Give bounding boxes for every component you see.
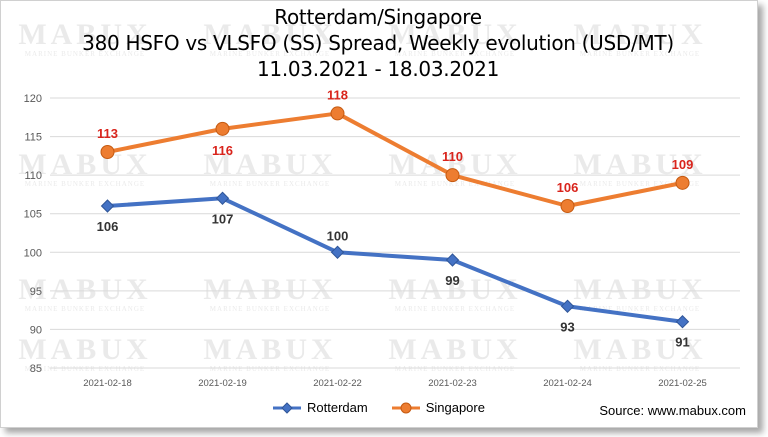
line-chart: 85 90 95 100 105 110 115 120 2021-02-18 2021-02-1… — [24, 87, 740, 389]
chart-title-block: Rotterdam/Singapore 380 HSFO vs VLSFO (S… — [0, 4, 756, 82]
data-point-singapore — [215, 121, 230, 136]
data-point-rotterdam — [560, 299, 575, 313]
data-label-rotterdam: 107 — [212, 211, 234, 226]
chart-title-line3: 11.03.2021 - 18.03.2021 — [256, 57, 500, 81]
chart-title-line2: 380 HSFO vs VLSFO (SS) Spread, Weekly ev… — [82, 31, 674, 55]
data-label-rotterdam: 99 — [445, 273, 459, 288]
data-point-rotterdam — [675, 315, 690, 329]
x-tick-label: 2021-02-19 — [198, 378, 247, 389]
legend-label-singapore: Singapore — [425, 400, 485, 415]
y-tick-label: 105 — [24, 209, 42, 221]
data-label-rotterdam: 100 — [327, 228, 349, 243]
source-note: Source: www.mabux.com — [599, 403, 746, 418]
x-tick-label: 2021-02-22 — [313, 378, 362, 389]
data-point-singapore — [675, 175, 690, 190]
legend-item-singapore: Singapore — [390, 400, 485, 415]
data-point-singapore — [100, 145, 115, 159]
x-tick-label: 2021-02-24 — [543, 378, 592, 389]
data-label-singapore: 118 — [327, 87, 348, 102]
y-tick-label: 85 — [30, 363, 42, 375]
x-tick-label: 2021-02-23 — [428, 378, 477, 389]
data-label-rotterdam: 106 — [97, 219, 119, 234]
y-tick-label: 95 — [30, 286, 42, 298]
y-tick-label: 110 — [24, 170, 42, 182]
data-label-singapore: 109 — [672, 157, 694, 172]
data-point-rotterdam — [100, 199, 115, 213]
legend: Rotterdam Singapore — [0, 400, 756, 415]
legend-swatch-singapore — [391, 402, 420, 413]
data-point-rotterdam — [330, 245, 345, 259]
x-tick-label: 2021-02-18 — [83, 378, 132, 389]
chart-title-line1: Rotterdam/Singapore — [274, 5, 482, 29]
y-tick-label: 115 — [24, 132, 42, 144]
data-point-singapore — [560, 199, 575, 213]
legend-swatch-rotterdam — [273, 401, 301, 414]
y-tick-label: 120 — [24, 93, 42, 105]
data-label-singapore: 116 — [212, 143, 233, 158]
data-point-rotterdam — [445, 253, 460, 267]
legend-item-rotterdam: Rotterdam — [271, 400, 368, 415]
x-tick-label: 2021-02-25 — [658, 378, 707, 389]
legend-label-rotterdam: Rotterdam — [307, 400, 368, 415]
series-line-rotterdam — [105, 196, 685, 324]
data-point-rotterdam — [215, 191, 230, 205]
y-tick-label: 100 — [24, 247, 42, 259]
data-label-rotterdam: 93 — [560, 319, 574, 334]
data-point-singapore — [330, 106, 345, 121]
data-point-singapore — [445, 168, 460, 183]
y-tick-label: 90 — [30, 324, 42, 336]
data-label-singapore: 113 — [97, 126, 118, 141]
data-label-rotterdam: 91 — [675, 335, 689, 350]
series-line-singapore — [105, 111, 685, 208]
data-label-singapore: 106 — [557, 180, 579, 195]
data-label-singapore: 110 — [442, 149, 463, 164]
